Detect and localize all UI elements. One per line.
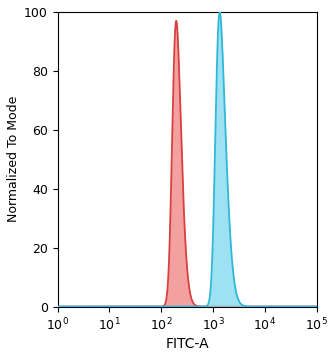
Y-axis label: Normalized To Mode: Normalized To Mode bbox=[7, 96, 20, 222]
X-axis label: FITC-A: FITC-A bbox=[165, 337, 209, 351]
